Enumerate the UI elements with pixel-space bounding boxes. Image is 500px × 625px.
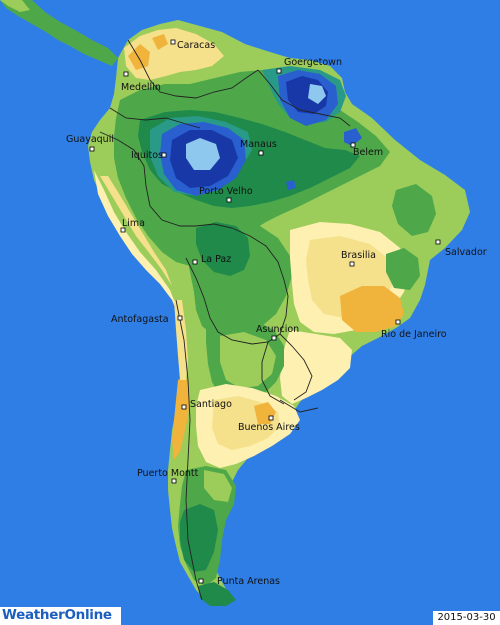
- city-label: Lima: [122, 218, 145, 229]
- region-pale-south: [280, 330, 352, 404]
- city-la-paz[interactable]: La Paz: [192, 254, 231, 265]
- central-america: [0, 0, 118, 66]
- map-date: 2015-03-30: [433, 611, 500, 625]
- region-dry-north: [124, 28, 224, 80]
- tierra-del-fuego: [198, 582, 236, 606]
- city-label: Guayaquil: [66, 134, 114, 145]
- city-label: Manaus: [240, 139, 277, 150]
- city-medellin[interactable]: Medellin: [121, 71, 161, 93]
- city-manaus[interactable]: Manaus: [240, 139, 277, 156]
- city-label: Brasilia: [341, 250, 376, 261]
- region-light-green-patagonia: [204, 470, 232, 502]
- city-label: Asuncion: [256, 324, 299, 335]
- city-asuncion[interactable]: Asuncion: [256, 324, 299, 341]
- city-porto-velho[interactable]: Porto Velho: [199, 186, 253, 203]
- region-green-ne: [392, 184, 436, 236]
- country-borders: [99, 39, 351, 601]
- city-marker: [192, 259, 198, 265]
- city-marker: [395, 319, 401, 325]
- city-marker: [350, 142, 356, 148]
- city-marker: [170, 39, 176, 45]
- city-brasilia[interactable]: Brasilia: [341, 250, 376, 267]
- city-marker: [226, 197, 232, 203]
- region-light-blue-west: [186, 138, 220, 170]
- city-marker: [123, 71, 129, 77]
- region-blue-belem: [344, 128, 362, 146]
- city-marker: [268, 415, 274, 421]
- city-label: Goergetown: [284, 57, 342, 68]
- city-marker: [161, 152, 167, 158]
- city-guayaquil[interactable]: Guayaquil: [66, 134, 114, 152]
- city-label: Porto Velho: [199, 186, 253, 197]
- city-label: Caracas: [177, 40, 215, 51]
- city-marker: [198, 578, 204, 584]
- region-very-dry-rio: [340, 286, 404, 332]
- city-label: Puerto Montt: [137, 468, 199, 479]
- city-marker: [89, 146, 95, 152]
- city-buenos-aires[interactable]: Buenos Aires: [238, 415, 300, 433]
- city-label: La Paz: [201, 254, 231, 265]
- region-pale-peru: [94, 170, 182, 330]
- region-light-blue-guiana: [308, 84, 326, 104]
- city-marker: [349, 261, 355, 267]
- city-label: Santiago: [190, 399, 232, 410]
- city-puerto-montt[interactable]: Puerto Montt: [137, 468, 199, 484]
- region-very-dry-chile: [172, 376, 190, 460]
- city-label: Medellin: [121, 82, 161, 93]
- city-caracas[interactable]: Caracas: [170, 39, 215, 51]
- city-punta-arenas[interactable]: Punta Arenas: [198, 576, 280, 587]
- logo-text: WeatherOnline: [2, 607, 112, 623]
- weatheronline-logo[interactable]: WeatherOnline: [0, 607, 121, 625]
- city-marker: [177, 315, 183, 321]
- region-dry-peru: [100, 176, 172, 286]
- city-marker: [271, 335, 277, 341]
- city-iquitos[interactable]: Iquitos: [131, 150, 167, 161]
- city-marker: [181, 404, 187, 410]
- city-label: Punta Arenas: [217, 576, 280, 587]
- city-marker: [171, 478, 177, 484]
- city-label: Rio de Janeiro: [381, 329, 447, 340]
- city-label: Iquitos: [131, 150, 163, 161]
- city-lima[interactable]: Lima: [120, 218, 145, 233]
- city-belem[interactable]: Belem: [350, 142, 383, 158]
- city-santiago[interactable]: Santiago: [181, 399, 232, 410]
- city-marker: [258, 150, 264, 156]
- region-dry-chile: [174, 300, 188, 380]
- region-blue-manaus: [286, 180, 296, 190]
- region-dark-green-bolivia: [196, 222, 250, 276]
- city-marker: [120, 227, 126, 233]
- region-very-dry-north: [128, 44, 150, 70]
- city-goergetown[interactable]: Goergetown: [276, 57, 342, 74]
- city-marker: [276, 68, 282, 74]
- city-label: Buenos Aires: [238, 422, 300, 433]
- region-dark-green-patagonia: [180, 504, 218, 572]
- region-very-dry-north-2: [152, 34, 168, 50]
- city-rio-de-janeiro[interactable]: Rio de Janeiro: [381, 319, 447, 340]
- city-antofagasta[interactable]: Antofagasta: [111, 314, 183, 325]
- city-label: Antofagasta: [111, 314, 169, 325]
- city-label: Belem: [353, 147, 383, 158]
- central-america-dry: [0, 0, 30, 12]
- city-marker: [435, 239, 441, 245]
- region-green-ne-2: [386, 248, 420, 290]
- city-label: Salvador: [445, 247, 487, 258]
- city-salvador[interactable]: Salvador: [435, 239, 487, 258]
